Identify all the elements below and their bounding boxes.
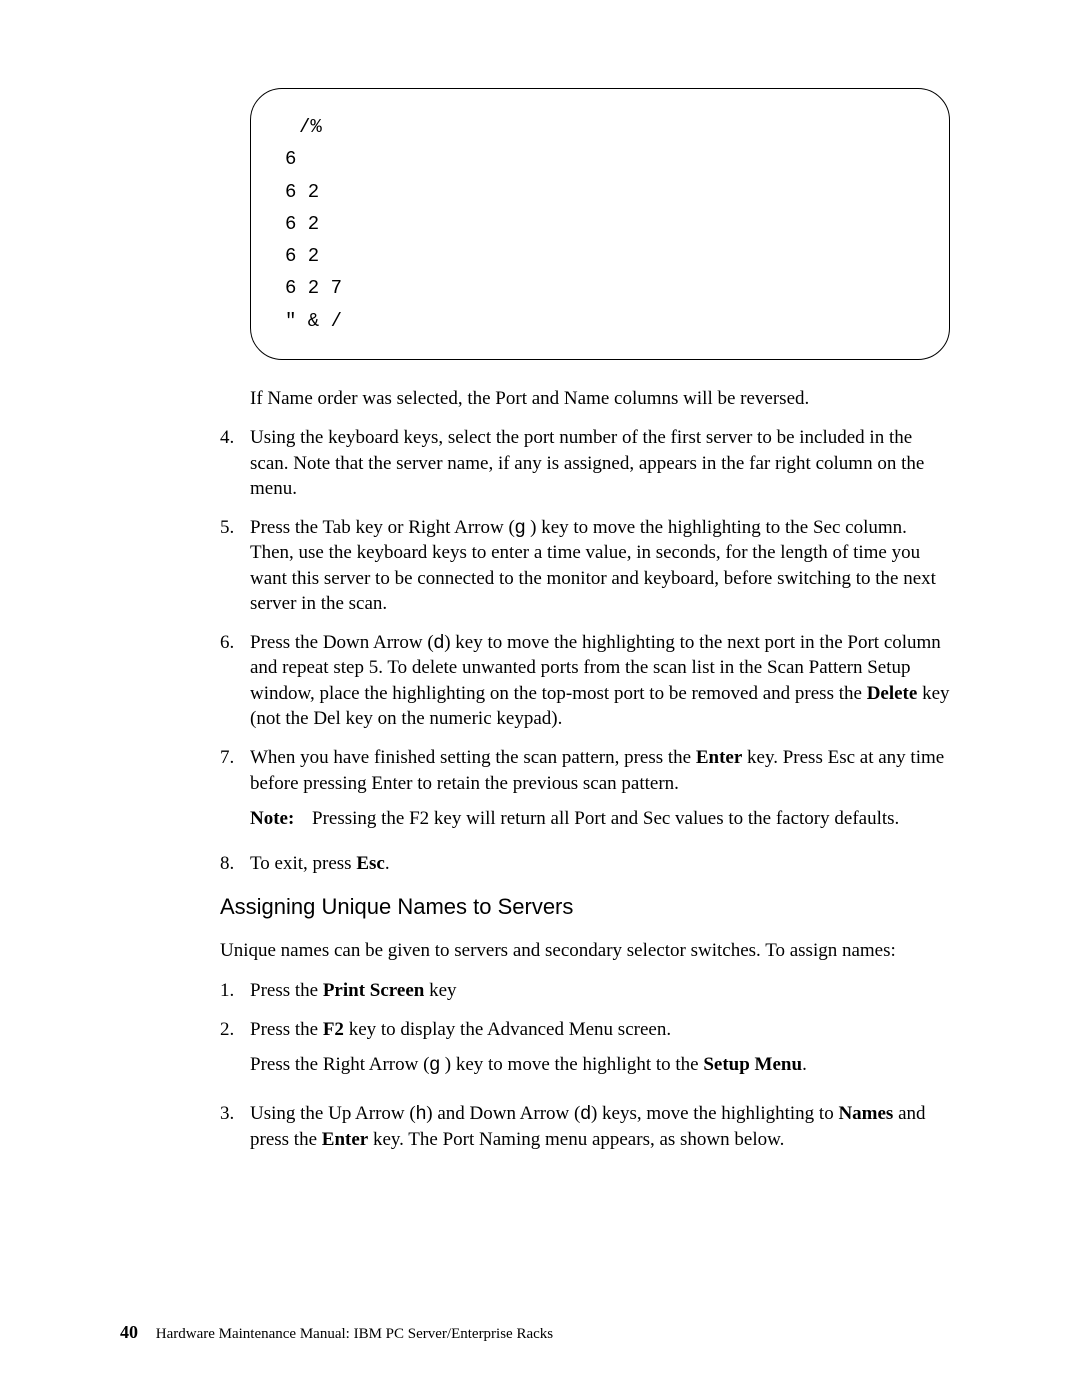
footer: 40 Hardware Maintenance Manual: IBM PC S… [120, 1322, 553, 1343]
up-arrow-glyph: h [416, 1103, 427, 1124]
list-item: 4. Using the keyboard keys, select the p… [220, 425, 950, 501]
text: When you have finished setting the scan … [250, 747, 696, 768]
list-number: 8. [220, 851, 250, 876]
list-item: 5. Press the Tab key or Right Arrow (g )… [220, 515, 950, 616]
box-line: 6 2 [285, 240, 915, 272]
text: key. The Port Naming menu appears, as sh… [368, 1129, 784, 1150]
down-arrow-glyph: d [580, 1103, 591, 1124]
text: Using the keyboard keys, select the port… [250, 427, 924, 499]
bold-key: Enter [696, 747, 742, 768]
text: ) and Down Arrow ( [426, 1103, 580, 1124]
right-arrow-glyph: g [515, 517, 526, 538]
list-body: When you have finished setting the scan … [250, 745, 950, 837]
footer-text: Hardware Maintenance Manual: IBM PC Serv… [156, 1326, 553, 1342]
text: Press the [250, 980, 323, 1001]
bold-key: Delete [867, 683, 918, 704]
bold-key: Enter [322, 1129, 368, 1150]
list-item: 2. Press the F2 key to display the Advan… [220, 1017, 950, 1088]
list-number: 3. [220, 1101, 250, 1152]
note: Note: Pressing the F2 key will return al… [250, 806, 950, 831]
text: To exit, press [250, 853, 356, 874]
box-line: 6 2 [285, 208, 915, 240]
box-line: /% [285, 111, 915, 143]
text: . [802, 1054, 807, 1075]
list-number: 5. [220, 515, 250, 616]
text: key [424, 980, 456, 1001]
paragraph: Unique names can be given to servers and… [220, 938, 950, 963]
note-label: Note: [250, 806, 312, 831]
list-body: Press the Down Arrow (d) key to move the… [250, 630, 950, 731]
list-item: 1. Press the Print Screen key [220, 978, 950, 1003]
text: ) keys, move the highlighting to [591, 1103, 839, 1124]
right-arrow-glyph: g [429, 1054, 440, 1075]
box-line: 6 2 7 [285, 272, 915, 304]
page-number: 40 [120, 1322, 138, 1342]
text: Press the [250, 1019, 323, 1040]
bold-key: Esc [356, 853, 385, 874]
list-body: To exit, press Esc. [250, 851, 950, 876]
list-body: Press the Print Screen key [250, 978, 950, 1003]
text: ) key to move the highlight to the [440, 1054, 703, 1075]
list-item: 6. Press the Down Arrow (d) key to move … [220, 630, 950, 731]
list-item: 8. To exit, press Esc. [220, 851, 950, 876]
ordered-list-2: 1. Press the Print Screen key 2. Press t… [220, 978, 950, 1152]
bold-key: Print Screen [323, 980, 425, 1001]
list-body: Press the Tab key or Right Arrow (g ) ke… [250, 515, 950, 616]
text: . [385, 853, 390, 874]
list-number: 7. [220, 745, 250, 837]
text: key to display the Advanced Menu screen. [344, 1019, 671, 1040]
list-body: Using the keyboard keys, select the port… [250, 425, 950, 501]
list-body: Press the F2 key to display the Advanced… [250, 1017, 950, 1088]
list-number: 2. [220, 1017, 250, 1088]
bold-key: Names [838, 1103, 893, 1124]
section-heading: Assigning Unique Names to Servers [220, 894, 960, 920]
list-body: Using the Up Arrow (h) and Down Arrow (d… [250, 1101, 950, 1152]
text: Press the Right Arrow ( [250, 1054, 429, 1075]
scan-pattern-box: /% 6 6 2 6 2 6 2 6 2 7 " & / [250, 88, 950, 360]
list-number: 4. [220, 425, 250, 501]
bold-key: F2 [323, 1019, 344, 1040]
list-number: 6. [220, 630, 250, 731]
paragraph: If Name order was selected, the Port and… [250, 386, 950, 411]
ordered-list-1: 4. Using the keyboard keys, select the p… [220, 425, 950, 876]
box-line: " & / [285, 305, 915, 337]
list-item: 3. Using the Up Arrow (h) and Down Arrow… [220, 1101, 950, 1152]
box-line: 6 2 [285, 176, 915, 208]
list-number: 1. [220, 978, 250, 1003]
text: Press the Tab key or Right Arrow ( [250, 517, 515, 538]
box-line: 6 [285, 143, 915, 175]
note-text: Pressing the F2 key will return all Port… [312, 806, 950, 831]
down-arrow-glyph: d [434, 632, 445, 653]
bold-key: Setup Menu [703, 1054, 802, 1075]
text: Using the Up Arrow ( [250, 1103, 416, 1124]
text: Press the Down Arrow ( [250, 632, 434, 653]
page: /% 6 6 2 6 2 6 2 6 2 7 " & / If Name ord… [0, 0, 1080, 1397]
list-item: 7. When you have finished setting the sc… [220, 745, 950, 837]
